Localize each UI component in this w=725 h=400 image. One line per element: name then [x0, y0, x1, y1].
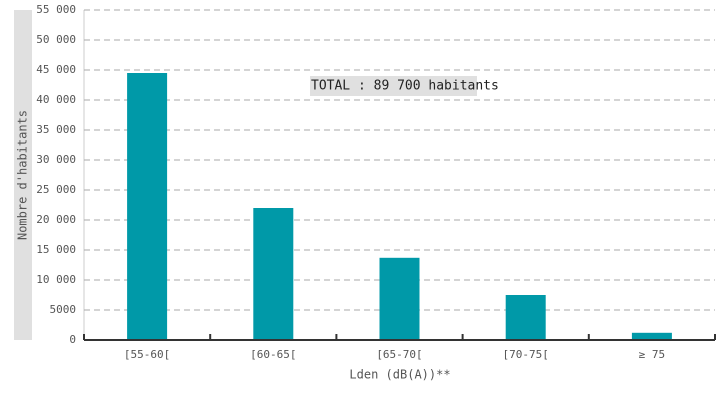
y-tick-label: 45 000: [36, 63, 76, 76]
x-tick-label: [60-65[: [250, 348, 296, 361]
y-tick-label: 55 000: [36, 3, 76, 16]
y-tick-label: 20 000: [36, 213, 76, 226]
x-axis-label: Lden (dB(A))**: [349, 368, 450, 382]
bar: [127, 73, 168, 340]
y-tick-label: 40 000: [36, 93, 76, 106]
y-tick-label: 35 000: [36, 123, 76, 136]
x-tick-label: [65-70[: [376, 348, 422, 361]
x-tick-label: ≥ 75: [639, 348, 666, 361]
bar: [379, 257, 420, 340]
annotation-box: [310, 76, 477, 96]
bar: [631, 332, 672, 340]
x-tick-label: [55-60[: [124, 348, 170, 361]
y-tick-label: 15 000: [36, 243, 76, 256]
y-label-band: [14, 10, 32, 340]
plot: 0 5000 10 000 15 000 20 000 25 000 30 000 35 00…: [36, 3, 716, 361]
annotation: TOTAL : 89 700 habitants: [311, 79, 499, 94]
y-tick-label: 25 000: [36, 183, 76, 196]
bar: [505, 295, 546, 340]
bar: [253, 208, 294, 340]
y-tick-label: 10 000: [36, 273, 76, 286]
y-tick-label: 30 000: [36, 153, 76, 166]
y-tick-label: 0: [69, 333, 76, 346]
y-axis-label: Nombre d'habitants: [16, 110, 30, 240]
y-tick-label: 50 000: [36, 33, 76, 46]
y-tick-label: 5000: [50, 303, 77, 316]
x-tick-label: [70-75[: [503, 348, 549, 361]
